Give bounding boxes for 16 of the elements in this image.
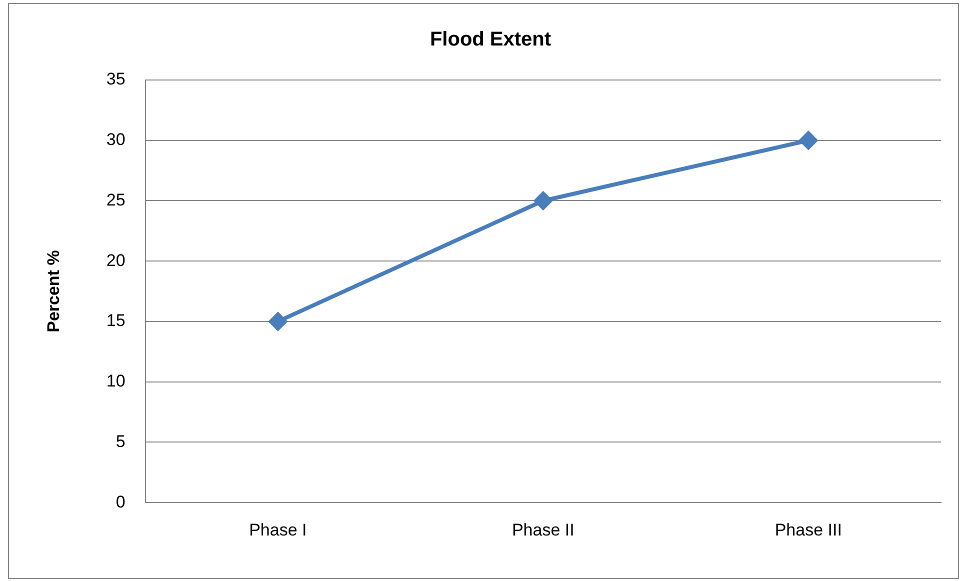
y-tick-label: 10: [106, 372, 126, 391]
point: [268, 312, 287, 330]
x-tick-label: Phase II: [512, 520, 574, 540]
chart-title: Flood Extent: [430, 28, 552, 51]
y-tick-label: 25: [106, 190, 126, 210]
y-tick-label: 0: [116, 492, 126, 512]
y-axis-title: Percent %: [44, 250, 63, 332]
point: [534, 192, 552, 210]
y-tick-label: 5: [116, 432, 126, 451]
y-tick-label: 15: [106, 311, 126, 330]
point: [799, 131, 818, 150]
x-tick-label: Phase I: [249, 520, 307, 540]
y-tick-label: 20: [106, 250, 126, 270]
y-tick-label: 35: [106, 70, 126, 89]
y-tick-label: 30: [106, 130, 126, 150]
x-tick-label: Phase III: [774, 520, 842, 540]
